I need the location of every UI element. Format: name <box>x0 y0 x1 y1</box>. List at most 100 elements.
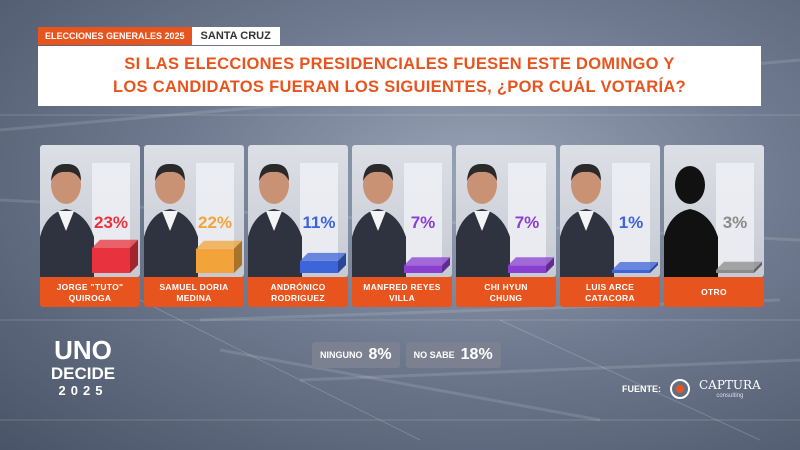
candidate-graphic <box>144 163 242 277</box>
bar-value-label: 3% <box>722 213 748 232</box>
candidate-name: JORGE "TUTO" QUIROGA <box>40 277 140 307</box>
bar-value <box>300 260 338 273</box>
bar-side <box>754 261 762 273</box>
portrait-hair <box>51 163 81 181</box>
source-credit: FUENTE: CAPTURA consulting <box>622 378 761 400</box>
nosabe-label: NO SABE <box>413 350 455 360</box>
portrait-shirt <box>474 211 490 231</box>
candidate-portrait-icon <box>352 163 406 277</box>
bar-value-label: 7% <box>514 213 540 232</box>
ninguno-pill: NINGUNO 8% <box>312 342 400 368</box>
bar-value <box>716 269 754 273</box>
candidate-name: MANFRED REYES VILLA <box>352 277 452 307</box>
portrait-body <box>456 209 510 277</box>
portrait-hair <box>363 163 393 181</box>
bar-ghost <box>612 163 650 273</box>
portrait-shirt <box>370 211 386 231</box>
bar-top <box>300 252 346 261</box>
header-tags: ELECCIONES GENERALES 2025 SANTA CRUZ <box>38 27 280 45</box>
portrait-body <box>144 209 198 277</box>
candidate-name-line-1: LUIS ARCE <box>585 282 635 292</box>
portrait-head <box>155 166 185 204</box>
candidate-card: 23% JORGE "TUTO" QUIROGA <box>40 145 140 307</box>
candidate-name-line-1: SAMUEL DORIA <box>159 282 229 292</box>
candidate-portrait-icon <box>248 163 302 277</box>
bar-value-label: 7% <box>410 213 436 232</box>
election-tag: ELECCIONES GENERALES 2025 <box>38 27 192 45</box>
portrait-hair <box>467 163 497 181</box>
candidate-name: LUIS ARCE CATACORA <box>560 277 660 307</box>
bar-top <box>508 257 554 266</box>
candidate-card: 1% LUIS ARCE CATACORA <box>560 145 660 307</box>
ninguno-value: 8% <box>368 346 392 363</box>
candidate-portrait-icon <box>144 163 198 277</box>
question-banner: SI LAS ELECCIONES PRESIDENCIALES FUESEN … <box>38 46 761 106</box>
bar-ghost <box>716 163 754 273</box>
candidate-name-line-2: CHUNG <box>489 292 523 303</box>
bar-value <box>92 247 130 273</box>
bar-value <box>404 265 442 273</box>
portrait-shirt <box>578 211 594 231</box>
portrait-body <box>248 209 302 277</box>
candidate-name: OTRO <box>664 277 764 307</box>
portrait-head <box>51 166 81 204</box>
portrait-head <box>675 166 705 204</box>
portrait-shirt <box>58 211 74 231</box>
candidate-card: 3% OTRO <box>664 145 764 307</box>
uno-decide-logo: UNO DECIDE 2025 <box>38 333 128 407</box>
portrait-shirt <box>162 211 178 231</box>
candidate-portrait-icon <box>560 163 614 277</box>
question-line-2: LOS CANDIDATOS FUERAN LOS SIGUIENTES, ¿P… <box>113 78 686 96</box>
nosabe-value: 18% <box>460 346 493 363</box>
candidate-name-line-1: OTRO <box>701 287 727 297</box>
candidate-graphic <box>664 163 762 277</box>
candidate-portrait-icon <box>456 163 510 277</box>
candidate-graphic <box>456 163 554 277</box>
portrait-head <box>571 166 601 204</box>
bar-side <box>546 257 554 273</box>
candidate-name-line-1: MANFRED REYES <box>363 282 441 292</box>
candidate-graphic <box>560 163 658 277</box>
candidate-graphic <box>248 163 346 277</box>
source-sub: consulting <box>716 393 744 399</box>
logo-line-1: UNO <box>54 335 112 365</box>
candidate-name: SAMUEL DORIA MEDINA <box>144 277 244 307</box>
portrait-head <box>363 166 393 204</box>
bar-ghost <box>508 163 546 273</box>
candidate-name-line-2: CATACORA <box>585 292 635 303</box>
bar-value <box>196 248 234 273</box>
candidate-graphic <box>352 163 450 277</box>
source-brand-block: CAPTURA consulting <box>699 379 761 399</box>
anonymous-silhouette-icon <box>664 166 718 277</box>
bar-value-label: 22% <box>197 213 233 232</box>
portrait-body <box>40 209 94 277</box>
candidate-name-line-2: VILLA <box>388 292 416 303</box>
candidate-graphic <box>40 163 138 277</box>
candidate-card: 7% CHI HYUN CHUNG <box>456 145 556 307</box>
portrait-body <box>664 209 718 277</box>
bar-side <box>130 239 138 273</box>
bar-top <box>404 257 450 266</box>
bar-side <box>650 262 658 273</box>
extra-results: NINGUNO 8% NO SABE 18% <box>312 342 501 368</box>
portrait-hair <box>155 163 185 181</box>
candidate-portrait-icon <box>40 163 94 277</box>
candidate-name-line-2: RODRIGUEZ <box>271 292 325 303</box>
candidate-card: 11% ANDRÓNICO RODRIGUEZ <box>248 145 348 307</box>
region-tag: SANTA CRUZ <box>191 27 280 45</box>
bar-value <box>612 270 650 273</box>
source-label: FUENTE: <box>622 384 661 394</box>
bar-value-label: 1% <box>618 213 644 232</box>
logo-line-3: 2025 <box>58 383 108 398</box>
portrait-shirt <box>266 211 282 231</box>
candidate-name-line-2: MEDINA <box>176 292 212 303</box>
portrait-head <box>467 166 497 204</box>
captura-logo-icon <box>670 379 690 399</box>
nosabe-pill: NO SABE 18% <box>405 342 501 368</box>
bar-side <box>442 257 450 273</box>
bar-value <box>508 265 546 273</box>
bar-ghost <box>404 163 442 273</box>
candidate-card: 7% MANFRED REYES VILLA <box>352 145 452 307</box>
candidate-name: CHI HYUN CHUNG <box>456 277 556 307</box>
logo-line-2: DECIDE <box>50 364 116 383</box>
